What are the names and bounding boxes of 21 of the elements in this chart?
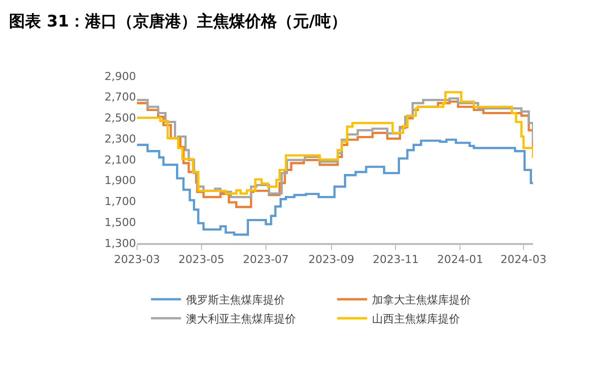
y-tick-label: 1,500 (104, 216, 136, 229)
x-tick-label: 2024-01 (437, 252, 484, 266)
chart-title: 图表 31：港口（京唐港）主焦煤价格（元/吨） (9, 12, 347, 31)
x-tick-label: 2023-09 (308, 252, 354, 266)
legend-label: 澳大利亚主焦煤库提价 (186, 312, 296, 326)
y-tick-label: 1,300 (104, 236, 136, 250)
x-tick-label: 2023-11 (372, 252, 419, 266)
y-tick-label: 2,900 (104, 70, 136, 83)
legend-label: 加拿大主焦煤库提价 (372, 294, 472, 307)
legend-label: 山西主焦煤库提价 (372, 312, 460, 326)
y-tick-label: 2,100 (104, 153, 136, 166)
x-tick-label: 2023-05 (178, 252, 224, 266)
x-tick-label: 2024-03 (500, 252, 546, 266)
y-tick-label: 2,300 (104, 132, 136, 146)
y-tick-label: 1,900 (104, 174, 136, 188)
x-tick-label: 2023-03 (114, 252, 160, 266)
y-tick-label: 1,700 (104, 195, 136, 208)
legend-label: 俄罗斯主焦煤库提价 (186, 294, 285, 307)
x-tick-label: 2023-07 (242, 252, 289, 266)
y-tick-label: 2,700 (104, 90, 136, 104)
y-tick-label: 2,500 (104, 112, 136, 125)
